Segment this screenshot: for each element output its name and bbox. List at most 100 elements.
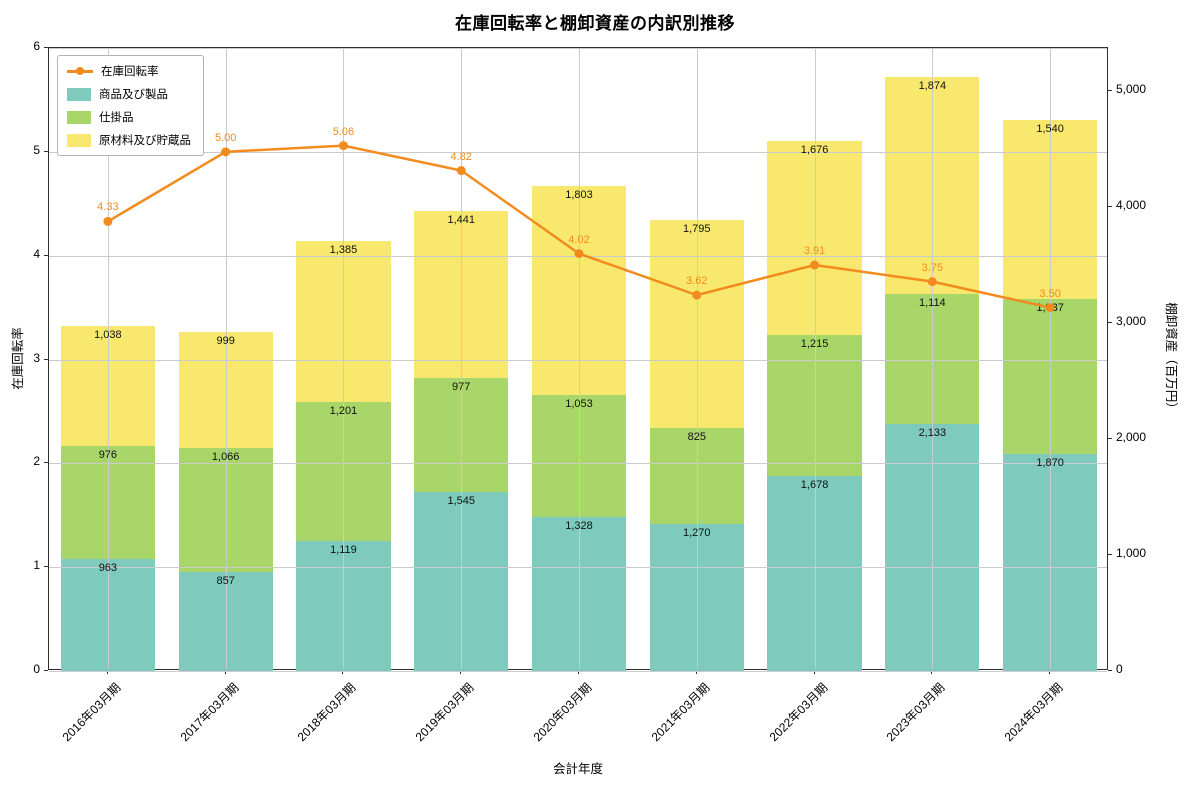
plot-area: 在庫回転率 商品及び製品 仕掛品 原材料及び貯蔵品 963 976 1,038 857… [48, 47, 1108, 672]
bar-segment-label: 2,133 [918, 426, 947, 439]
legend-item-turnover: 在庫回転率 [67, 63, 191, 79]
bar-segment-label: 1,328 [565, 519, 593, 532]
x-axis-tick [813, 670, 815, 674]
y-axis-tick-left [44, 150, 48, 152]
y-axis-tick-label-right: 5,000 [1116, 81, 1147, 96]
gridline-vertical [579, 48, 580, 669]
bar-series-icon [67, 133, 91, 147]
bar-segment-label: 857 [216, 574, 235, 587]
y-axis-tick-right [1108, 437, 1112, 439]
y-axis-tick-left [44, 462, 48, 464]
y-axis-tick-left [44, 47, 48, 48]
chart-title: 在庫回転率と棚卸資産の内訳別推移 [455, 14, 735, 33]
y-axis-tick-right [1108, 321, 1112, 323]
line-marker [692, 290, 702, 300]
gridline-horizontal [49, 48, 1107, 49]
y-axis-tick-left [44, 670, 48, 671]
bar-segment-label: 1,119 [330, 544, 357, 557]
x-axis-tick [1049, 670, 1051, 674]
bar-segment-label: 976 [98, 449, 118, 462]
bar-segment-label: 1,545 [447, 494, 475, 507]
y-axis-tick-left [44, 358, 48, 360]
line-marker [221, 147, 231, 157]
x-axis-tick-label: 2018年03月期 [295, 680, 359, 745]
bar-segment-label: 1,441 [447, 214, 475, 227]
y-axis-tick-right [1108, 89, 1112, 91]
y-axis-tick-left [44, 566, 48, 568]
y-axis-tick-label-right: 4,000 [1116, 197, 1147, 212]
bar-segment-label: 1,540 [1036, 123, 1064, 136]
bar-series-icon [67, 87, 91, 101]
line-path [107, 144, 1051, 309]
gridline-vertical [461, 48, 463, 669]
bar-segment-label: 1,201 [329, 404, 358, 417]
legend: 在庫回転率 商品及び製品 仕掛品 原材料及び貯蔵品 [57, 55, 204, 156]
line-marker [927, 277, 937, 287]
bar-segment-label: 1,676 [800, 143, 829, 156]
bar-segment-label: 1,270 [683, 526, 711, 539]
gridline-vertical [814, 48, 816, 669]
bar-segment-label: 963 [98, 562, 118, 575]
gridline-horizontal [49, 359, 1107, 361]
legend-label: 仕掛品 [99, 112, 134, 124]
bar-segment-label: 977 [452, 381, 471, 394]
gridline-horizontal [49, 151, 1107, 153]
turnover-line [103, 141, 1055, 313]
y-axis-tick-right [1108, 670, 1112, 671]
line-marker [574, 249, 584, 259]
y-axis-tick-label-left: 5 [33, 142, 40, 157]
line-value-label: 5.00 [214, 131, 237, 144]
y-axis-label-right-text: 棚卸資産（百万円） [1163, 302, 1178, 415]
bar-segment-label: 999 [216, 335, 235, 347]
x-axis-tick [342, 670, 344, 674]
legend-item-wip: 仕掛品 [67, 109, 191, 125]
gridline-horizontal [49, 463, 1107, 465]
line-series-icon [67, 67, 93, 75]
legend-item-raw-materials: 原材料及び貯蔵品 [67, 132, 191, 148]
line-value-label: 4.82 [450, 150, 472, 163]
legend-item-products: 商品及び製品 [67, 86, 191, 102]
x-axis-tick [695, 670, 697, 674]
gridline-vertical [225, 48, 227, 669]
x-axis-tick-label: 2023年03月期 [883, 680, 948, 745]
x-axis-tick-label: 2024年03月期 [1001, 680, 1066, 745]
bar-segment-label: 1,038 [94, 328, 122, 341]
x-axis-tick [224, 670, 226, 674]
y-axis-tick-right [1108, 205, 1112, 207]
line-marker [810, 260, 820, 270]
bar-segment-label: 1,870 [1036, 457, 1064, 470]
gridline-vertical [1050, 48, 1052, 669]
bar-segment-label: 1,053 [565, 397, 593, 410]
y-axis-tick-label-left: 2 [33, 454, 40, 469]
line-value-label: 3.91 [803, 245, 826, 257]
bar-segment-label: 1,114 [918, 297, 946, 310]
line-value-label: 4.02 [568, 233, 590, 246]
y-axis-label-right: 棚卸資産（百万円） [1154, 47, 1190, 670]
bar-segment-label: 1,874 [918, 79, 947, 92]
bar-series-icon [67, 110, 91, 124]
bar-segment-label: 1,066 [211, 450, 240, 463]
bar-segment [531, 394, 627, 517]
x-axis-tick [578, 670, 579, 674]
x-axis-tick [460, 670, 462, 674]
x-axis-tick-label: 2016年03月期 [59, 680, 124, 745]
y-axis-tick-label-right: 0 [1116, 662, 1123, 676]
line-marker [1045, 303, 1055, 313]
y-axis-tick-label-left: 6 [33, 39, 40, 53]
gridline-vertical [696, 48, 698, 669]
y-axis-tick-label-left: 3 [33, 350, 40, 365]
line-marker-icon [76, 67, 84, 75]
bar-segment-label: 1,385 [329, 244, 358, 257]
legend-label: 在庫回転率 [101, 66, 159, 78]
bar-segment-label: 1,795 [683, 222, 711, 235]
x-axis-tick-label: 2017年03月期 [177, 680, 241, 745]
x-axis-tick-label: 2019年03月期 [412, 680, 477, 745]
bar-segment [531, 516, 627, 671]
line-value-label: 4.33 [97, 201, 119, 214]
gridline-horizontal [49, 567, 1107, 569]
line-value-label: 3.62 [686, 275, 708, 288]
x-axis-label: 会計年度 [552, 762, 603, 776]
y-axis-tick-label-left: 1 [33, 558, 40, 573]
line-marker [338, 141, 348, 151]
